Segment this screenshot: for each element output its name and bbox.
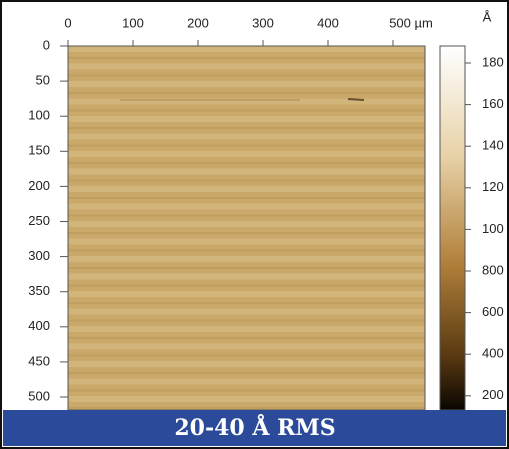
colorbar-tick-label: 160	[482, 96, 504, 111]
x-tick-label: 100	[122, 15, 144, 30]
colorbar	[439, 45, 466, 411]
colorbar-tick-label: 200	[482, 387, 504, 402]
colorbar-tick-label: 800	[482, 262, 504, 277]
surface-defect	[347, 98, 365, 101]
y-tick-label: 250	[28, 213, 50, 228]
y-tick-label: 150	[28, 143, 50, 158]
y-tick-label: 400	[28, 318, 50, 333]
colorbar-tick-label: 400	[482, 346, 504, 361]
y-tick-label: 50	[36, 73, 50, 88]
y-tick-label: 200	[28, 178, 50, 193]
y-tick-label: 100	[28, 108, 50, 123]
x-tick-label: 0	[64, 15, 71, 30]
caption-bar	[3, 410, 506, 446]
x-tick-label: 500 µm	[389, 15, 433, 30]
colorbar-tick-label: 100	[482, 221, 504, 236]
colorbar-tick-label: 120	[482, 179, 504, 194]
x-tick-label: 300	[252, 15, 274, 30]
colorbar-unit: Å	[483, 9, 492, 24]
colorbar-tick-label: 600	[482, 304, 504, 319]
y-tick-label: 300	[28, 248, 50, 263]
y-tick-label: 350	[28, 283, 50, 298]
y-tick-label: 0	[43, 37, 50, 52]
y-tick-label: 500	[28, 388, 50, 403]
afm-image	[67, 45, 426, 411]
caption: 20-40 Å RMS	[174, 414, 335, 441]
x-tick-label: 200	[187, 15, 209, 30]
y-tick-label: 450	[28, 353, 50, 368]
colorbar-tick-label: 180	[482, 54, 504, 69]
x-tick-label: 400	[317, 15, 339, 30]
colorbar-tick-label: 140	[482, 138, 504, 153]
